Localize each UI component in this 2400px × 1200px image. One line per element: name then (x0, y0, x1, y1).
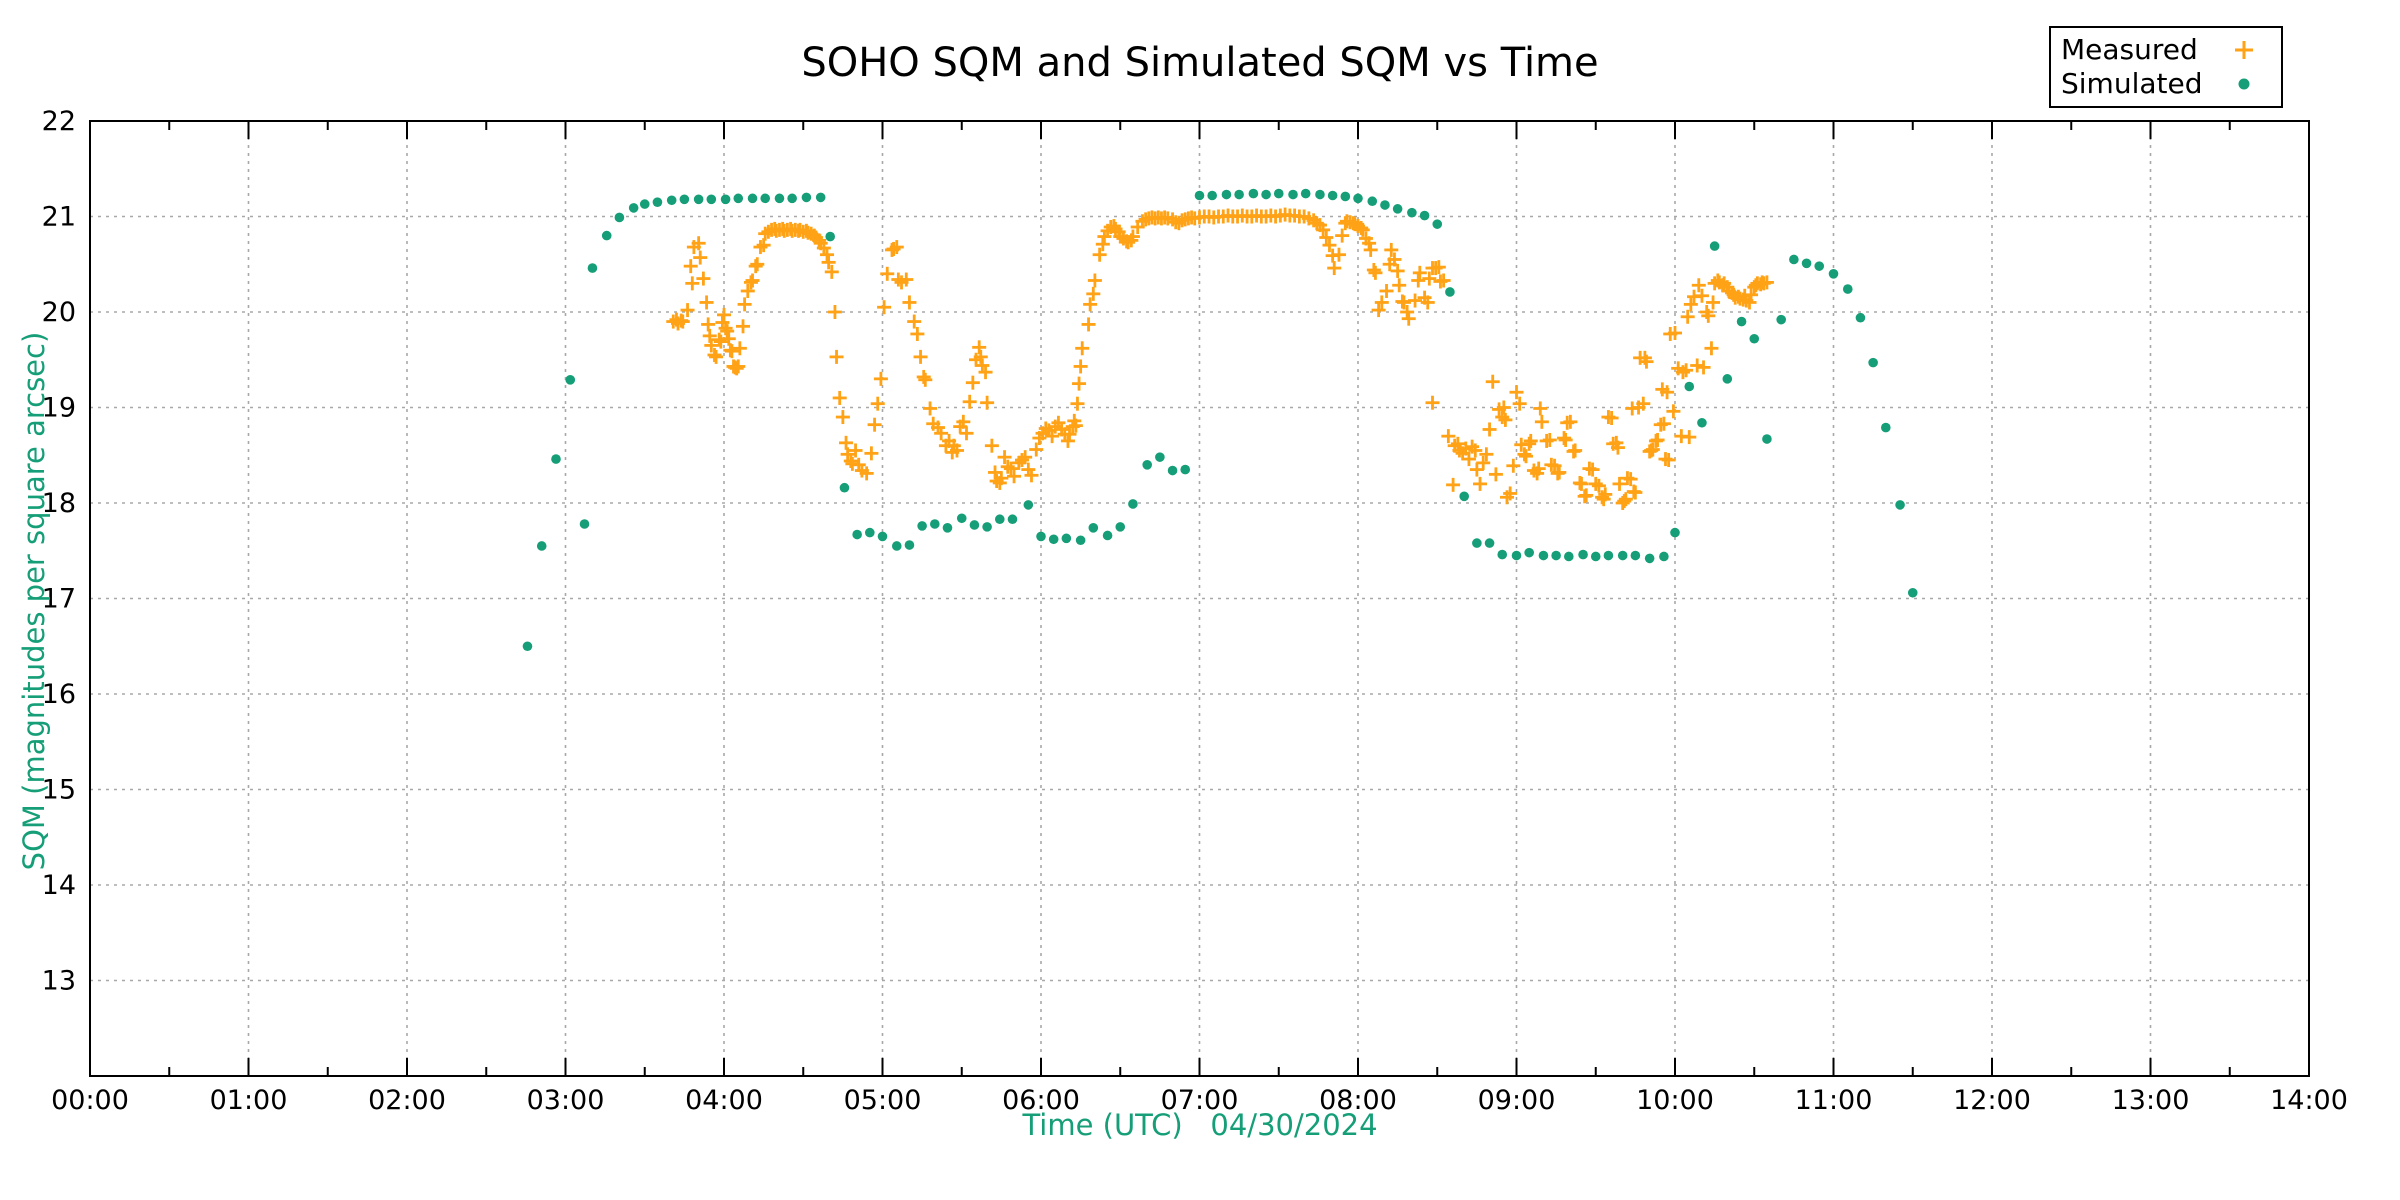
axes (89, 120, 2310, 1077)
y-tick-label: 22 (42, 106, 76, 137)
y-axis-title: SQM (magnitudes per square arcsec) (17, 331, 51, 871)
legend-item-measured: Measured (2061, 33, 2271, 67)
y-tick-label: 15 (42, 775, 76, 806)
x-tick-label: 13:00 (2112, 1085, 2190, 1116)
gridlines (90, 121, 2309, 1076)
x-tick-label: 04:00 (685, 1085, 763, 1116)
y-tick-label: 19 (42, 393, 76, 424)
x-tick-label: 06:00 (1002, 1085, 1080, 1116)
y-tick-label: 13 (42, 966, 76, 997)
y-tick-label: 21 (42, 202, 76, 233)
x-tick-label: 02:00 (368, 1085, 446, 1116)
x-tick-label: 10:00 (1636, 1085, 1714, 1116)
legend-label-simulated: Simulated (2061, 67, 2203, 100)
x-tick-label: 07:00 (1161, 1085, 1239, 1116)
x-tick-label: 00:00 (51, 1085, 129, 1116)
x-tick-label: 01:00 (210, 1085, 288, 1116)
x-tick-label: 05:00 (844, 1085, 922, 1116)
series-measured (666, 207, 1774, 510)
tick-labels: 00:00 01:00 02:00 03:00 04:00 05:00 06:00 07:00… (42, 106, 2348, 1116)
plus-marker-icon (2217, 37, 2271, 63)
x-tick-label: 08:00 (1319, 1085, 1397, 1116)
legend-item-simulated: Simulated (2061, 67, 2271, 101)
x-tick-label: 11:00 (1795, 1085, 1873, 1116)
y-tick-label: 16 (42, 679, 76, 710)
chart-title: SOHO SQM and Simulated SQM vs Time (801, 40, 1599, 86)
y-tick-label: 14 (42, 870, 76, 901)
y-tick-label: 18 (42, 488, 76, 519)
x-tick-label: 14:00 (2270, 1085, 2348, 1116)
dot-marker-icon (2217, 71, 2271, 97)
x-tick-label: 12:00 (1953, 1085, 2031, 1116)
y-tick-label: 17 (42, 584, 76, 615)
x-tick-label: 03:00 (527, 1085, 605, 1116)
x-tick-label: 09:00 (1478, 1085, 1556, 1116)
legend-label-measured: Measured (2061, 33, 2198, 66)
data-points (522, 188, 1918, 652)
series-simulated (522, 188, 1918, 652)
legend: Measured Simulated (2049, 26, 2283, 108)
y-tick-label: 20 (42, 297, 76, 328)
x-axis-title: Time (UTC) 04/30/2024 (1022, 1108, 1378, 1142)
